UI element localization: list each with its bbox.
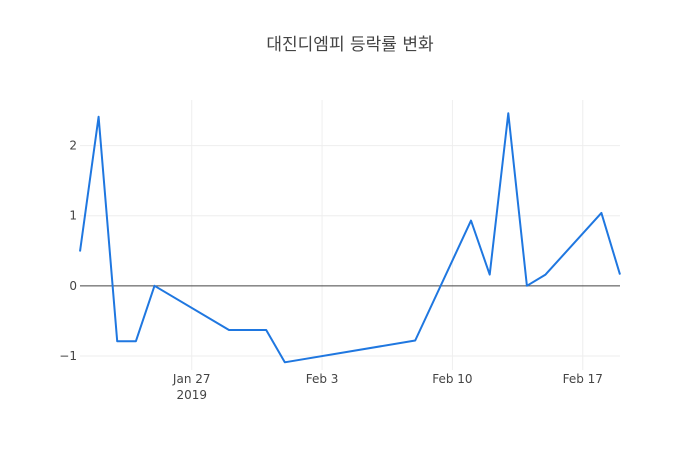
axes: Jan 27 2019 Feb 3 Feb 10 Feb 17 2 1 0 −1 <box>59 139 620 402</box>
series-line <box>79 112 621 364</box>
x-tick-label: Feb 17 <box>563 372 603 386</box>
y-tick-label: 0 <box>69 279 77 293</box>
data-point[interactable] <box>598 210 604 216</box>
data-point[interactable] <box>226 327 232 333</box>
x-tick-label: Jan 27 <box>172 372 211 386</box>
data-point[interactable] <box>617 272 623 278</box>
data-point[interactable] <box>263 327 269 333</box>
data-point[interactable] <box>77 248 83 254</box>
data-point[interactable] <box>524 283 530 289</box>
data-point[interactable] <box>487 272 493 278</box>
y-tick-label: 1 <box>69 209 77 223</box>
data-point[interactable] <box>505 110 511 116</box>
x-tick-sublabel: 2019 <box>176 388 207 402</box>
data-point[interactable] <box>468 218 474 224</box>
y-tick-label: 2 <box>69 139 77 153</box>
data-point[interactable] <box>282 359 288 365</box>
chart-title: 대진디엠피 등락률 변화 <box>266 35 434 55</box>
x-tick-label: Feb 10 <box>432 372 472 386</box>
series <box>77 110 623 365</box>
data-point[interactable] <box>96 114 102 120</box>
data-point[interactable] <box>543 272 549 278</box>
data-point[interactable] <box>151 283 157 289</box>
grid <box>80 100 620 370</box>
y-tick-label: −1 <box>59 349 77 363</box>
data-point[interactable] <box>114 338 120 344</box>
data-point[interactable] <box>133 338 139 344</box>
data-point[interactable] <box>412 338 418 344</box>
x-tick-label: Feb 3 <box>306 372 339 386</box>
